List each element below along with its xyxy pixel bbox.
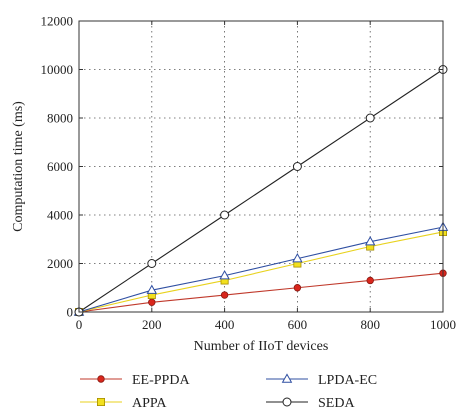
data-point (366, 276, 374, 285)
legend-swatch-marker (97, 375, 105, 383)
data-point (147, 259, 157, 268)
data-point (148, 298, 156, 306)
x-tick-label: 600 (288, 317, 308, 332)
legend: EE-PPDA APPA LPDA-EC SEDA (80, 373, 377, 411)
x-tick-label: 0 (76, 317, 83, 332)
legend-item: EE-PPDA (80, 373, 190, 388)
y-tick-label: 2000 (47, 256, 73, 271)
x-tick-label: 1000 (430, 317, 456, 332)
y-tick-label: 12000 (41, 14, 74, 29)
legend-item: LPDA-EC (266, 373, 377, 388)
legend-swatch-marker (97, 397, 106, 406)
series-line (78, 231, 444, 313)
series-line (78, 69, 444, 313)
legend-swatch-marker (282, 397, 292, 407)
data-point (365, 113, 375, 123)
legend-label: EE-PPDA (132, 373, 190, 388)
legend-label: SEDA (318, 396, 355, 411)
x-axis-title: Number of IIoT devices (194, 339, 329, 354)
y-axis-title: Computation time (ms) (11, 101, 26, 232)
legend-label: APPA (132, 396, 167, 411)
data-point (220, 291, 229, 299)
y-tick-label: 10000 (41, 62, 74, 77)
y-tick-label: 4000 (47, 208, 73, 223)
y-tick-label: 0 (67, 305, 74, 320)
legend-item: APPA (80, 396, 167, 411)
y-tick-label: 6000 (47, 159, 73, 174)
axis-ticks: 0 200 400 600 800 100002000400060008000100001… (41, 14, 457, 333)
data-point (293, 284, 302, 292)
data-point (292, 162, 302, 171)
legend-swatch-marker (281, 373, 293, 383)
x-tick-label: 800 (360, 317, 380, 332)
data-point (220, 210, 230, 220)
legend-label: LPDA-EC (318, 373, 377, 388)
x-tick-label: 400 (215, 317, 235, 332)
series-line (78, 226, 444, 313)
x-tick-label: 200 (142, 317, 162, 332)
y-tick-label: 8000 (47, 111, 73, 126)
series-line (78, 272, 444, 313)
legend-item: SEDA (266, 396, 355, 411)
data-point (364, 236, 376, 246)
data-point (292, 253, 303, 263)
data-point (146, 284, 158, 294)
data-point (219, 270, 230, 280)
series-seda (74, 65, 448, 317)
